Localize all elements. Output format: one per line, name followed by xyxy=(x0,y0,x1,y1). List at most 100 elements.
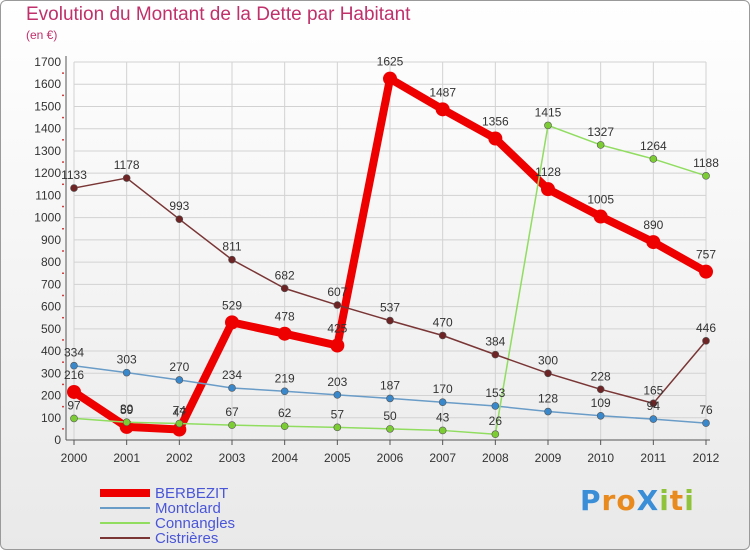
data-label: 165 xyxy=(643,383,663,397)
data-label: 1264 xyxy=(640,139,667,153)
data-point xyxy=(702,172,710,180)
data-label: 128 xyxy=(538,392,558,406)
data-label: 50 xyxy=(383,409,397,423)
data-point xyxy=(438,398,447,407)
data-point xyxy=(228,421,236,429)
x-tick-label: 2011 xyxy=(640,451,666,465)
x-tick-label: 2010 xyxy=(587,451,614,465)
data-point xyxy=(228,255,236,264)
data-label: 94 xyxy=(647,399,661,413)
data-label: 425 xyxy=(327,322,347,336)
logo-letter: o xyxy=(616,484,637,517)
x-tick-label: 2000 xyxy=(61,451,88,465)
data-point xyxy=(596,385,605,394)
data-label: 682 xyxy=(275,268,295,282)
data-point xyxy=(488,131,503,146)
y-tick-label: 1700 xyxy=(34,55,61,69)
y-tick-label: 1500 xyxy=(34,99,61,113)
data-label: 384 xyxy=(485,335,505,349)
data-label: 153 xyxy=(485,386,505,400)
data-point xyxy=(649,399,658,408)
legend-label: Cistrières xyxy=(155,530,218,547)
data-label: 219 xyxy=(275,371,295,385)
data-label: 228 xyxy=(591,369,611,383)
data-point xyxy=(383,71,397,86)
data-label: 76 xyxy=(699,403,713,417)
data-point xyxy=(70,361,78,370)
x-tick-label: 2006 xyxy=(377,451,404,465)
y-tick-label: 1300 xyxy=(34,144,61,158)
data-point xyxy=(386,425,394,433)
y-tick-label: 900 xyxy=(41,233,61,247)
data-label: 203 xyxy=(327,375,347,389)
y-tick-label: 200 xyxy=(41,389,61,403)
data-point xyxy=(280,284,289,293)
data-label: 1188 xyxy=(693,156,719,170)
data-point xyxy=(228,384,236,392)
logo-letter: i xyxy=(659,484,670,517)
data-point xyxy=(175,215,184,224)
data-label: 993 xyxy=(169,199,189,213)
x-tick-label: 2002 xyxy=(166,451,193,465)
data-point xyxy=(67,384,81,399)
data-point xyxy=(333,423,342,432)
data-point xyxy=(596,141,605,149)
x-tick-label: 2012 xyxy=(693,451,720,465)
data-point xyxy=(70,184,78,192)
data-point xyxy=(122,368,131,377)
legend-label: Connangles xyxy=(155,515,235,532)
data-label: 537 xyxy=(380,301,400,315)
data-label: 334 xyxy=(64,346,84,360)
x-tick-label: 2005 xyxy=(324,451,351,465)
data-point xyxy=(277,326,292,341)
x-tick-label: 2004 xyxy=(271,451,298,465)
y-tick-label: 500 xyxy=(41,322,61,336)
data-label: 216 xyxy=(64,368,84,382)
logo-letter: r xyxy=(601,484,617,517)
data-point xyxy=(438,331,447,340)
proxiti-logo: ProXiti xyxy=(580,484,695,517)
data-point xyxy=(544,121,552,130)
data-point xyxy=(702,419,710,427)
y-tick-label: 0 xyxy=(54,433,61,447)
data-label: 529 xyxy=(222,298,242,312)
data-point xyxy=(172,422,187,437)
data-label: 187 xyxy=(380,378,400,392)
logo-letter: P xyxy=(580,484,602,517)
data-label: 470 xyxy=(433,315,453,329)
data-label: 1005 xyxy=(587,193,614,207)
data-label: 1178 xyxy=(114,158,140,172)
logo-letter: i xyxy=(684,484,695,517)
data-label: 300 xyxy=(538,353,558,367)
data-point xyxy=(333,301,342,309)
data-point xyxy=(491,402,500,410)
data-label: 1356 xyxy=(482,114,509,128)
data-label: 1133 xyxy=(61,168,87,182)
data-point xyxy=(596,411,605,420)
data-point xyxy=(702,337,710,345)
data-label: 170 xyxy=(433,382,453,396)
data-label: 26 xyxy=(489,414,503,428)
data-point xyxy=(491,350,500,359)
data-point xyxy=(435,102,450,117)
data-point xyxy=(699,264,713,279)
data-label: 1128 xyxy=(535,165,561,179)
y-tick-label: 1100 xyxy=(35,188,61,202)
data-label: 811 xyxy=(222,240,241,254)
y-tick-label: 800 xyxy=(41,255,61,269)
y-tick-label: 1600 xyxy=(34,77,61,91)
y-tick-label: 1400 xyxy=(34,122,61,136)
data-label: 1487 xyxy=(429,85,456,99)
data-point xyxy=(491,430,500,439)
data-point xyxy=(122,174,131,182)
y-tick-label: 400 xyxy=(41,344,61,358)
data-label: 1327 xyxy=(587,125,614,139)
data-point xyxy=(280,387,289,396)
data-point xyxy=(593,209,608,224)
y-tick-label: 600 xyxy=(41,300,61,314)
x-tick-label: 2003 xyxy=(219,451,246,465)
y-tick-label: 1000 xyxy=(34,211,61,225)
data-label: 234 xyxy=(222,368,242,382)
data-point xyxy=(438,426,447,435)
